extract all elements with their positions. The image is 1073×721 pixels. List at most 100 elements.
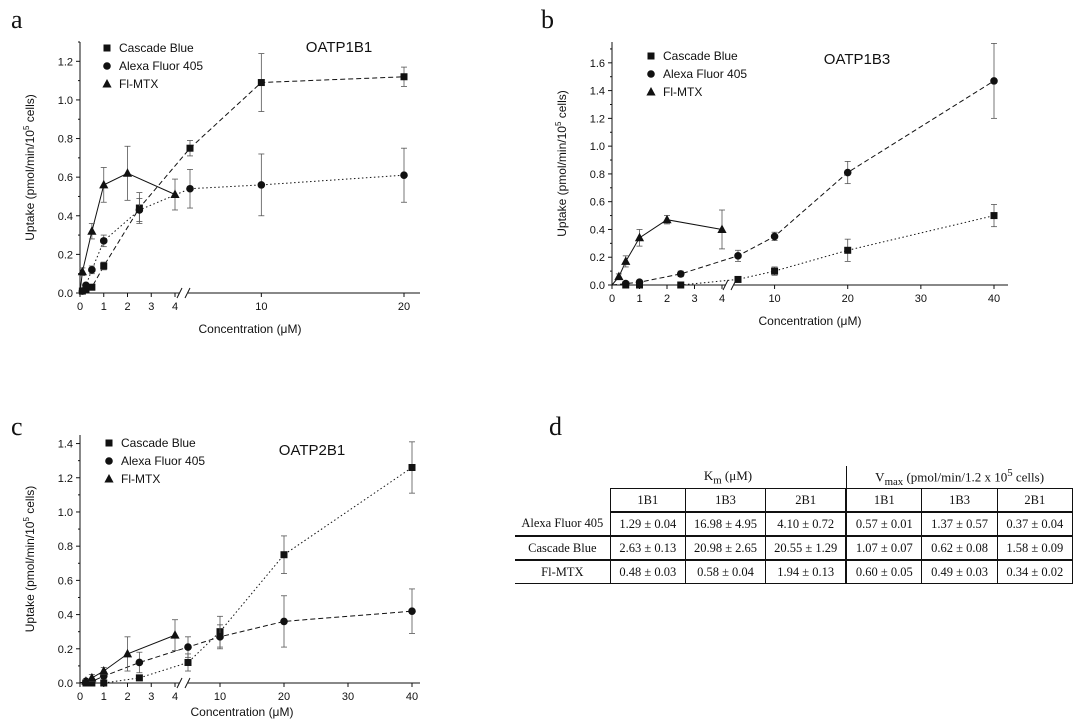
x-tick-label: 4 bbox=[172, 691, 178, 703]
table-column-header: 1B1 bbox=[845, 488, 923, 513]
y-tick-label: 1.0 bbox=[58, 95, 73, 107]
legend-label: Alexa Fluor 405 bbox=[119, 59, 203, 73]
y-axis-label: Uptake (pmol/min/105 cells) bbox=[554, 90, 569, 237]
table-cell: 20.98 ± 2.65 bbox=[684, 535, 767, 561]
y-tick-label: 1.2 bbox=[590, 113, 605, 125]
data-point bbox=[771, 267, 779, 275]
x-tick-label: 30 bbox=[342, 691, 354, 703]
x-tick-label: 20 bbox=[398, 301, 410, 313]
data-point bbox=[734, 252, 742, 260]
x-tick-label: 3 bbox=[691, 293, 697, 305]
x-tick-label: 1 bbox=[636, 293, 642, 305]
data-point bbox=[184, 643, 192, 651]
table-column-header: 1B1 bbox=[609, 488, 686, 513]
axis-break-mark bbox=[184, 287, 191, 299]
legend-label: Fl-MTX bbox=[119, 77, 158, 91]
data-point bbox=[82, 281, 90, 290]
data-point bbox=[257, 181, 266, 189]
table-cell: 4.10 ± 0.72 bbox=[765, 511, 847, 537]
legend-marker bbox=[102, 79, 112, 88]
table-row-label: Alexa Fluor 405 bbox=[515, 512, 611, 537]
data-point bbox=[186, 144, 194, 152]
legend-label: Alexa Fluor 405 bbox=[121, 454, 205, 468]
data-point bbox=[676, 270, 685, 278]
table-body: Alexa Fluor 405 1.29 ± 0.04 16.98 ± 4.95 4.… bbox=[515, 511, 1073, 584]
data-point bbox=[170, 189, 180, 199]
legend-label: Fl-MTX bbox=[663, 85, 702, 99]
axis-break-mark bbox=[176, 287, 183, 299]
legend-label: Cascade Blue bbox=[663, 49, 738, 63]
data-point bbox=[280, 617, 288, 626]
data-point bbox=[408, 607, 416, 615]
table-row: Cascade Blue 2.63 ± 0.13 20.98 ± 2.65 20.55… bbox=[515, 535, 1073, 561]
data-point bbox=[621, 256, 631, 265]
y-tick-label: 0.8 bbox=[590, 169, 605, 181]
fit-curve bbox=[79, 610, 413, 684]
data-point bbox=[635, 278, 644, 287]
legend-marker bbox=[105, 457, 113, 465]
legend-marker bbox=[647, 52, 655, 60]
x-axis-label: Concentration (μM) bbox=[191, 705, 294, 719]
table-column-header: 2B1 bbox=[996, 488, 1073, 513]
y-tick-label: 0.2 bbox=[590, 252, 605, 264]
table-cell: 0.62 ± 0.08 bbox=[921, 535, 998, 561]
data-point bbox=[88, 266, 96, 274]
panel-label-c: c bbox=[11, 412, 23, 441]
x-tick-label: 0 bbox=[77, 691, 83, 703]
fit-curve bbox=[80, 467, 413, 684]
legend-marker bbox=[647, 70, 655, 78]
y-tick-label: 1.4 bbox=[590, 86, 605, 98]
table-group-header-row: Km (μM) Vmax (pmol/min/1.2 x 105 cells) bbox=[515, 466, 1073, 489]
chart-title: OATP2B1 bbox=[279, 442, 345, 459]
chart-title: OATP1B3 bbox=[824, 51, 890, 68]
data-point bbox=[135, 674, 143, 682]
y-tick-label: 0.0 bbox=[590, 280, 605, 292]
y-tick-label: 0.6 bbox=[58, 575, 73, 587]
series-fl-mtx bbox=[79, 619, 180, 685]
x-tick-label: 1 bbox=[101, 301, 107, 313]
y-tick-label: 1.0 bbox=[58, 507, 73, 519]
panel-label-a: a bbox=[11, 5, 23, 34]
table-cell: 0.58 ± 0.04 bbox=[684, 559, 767, 584]
data-point bbox=[87, 226, 97, 235]
table-cell: 1.29 ± 0.04 bbox=[609, 511, 686, 537]
table-row: Alexa Fluor 405 1.29 ± 0.04 16.98 ± 4.95 4.… bbox=[515, 511, 1073, 537]
y-tick-label: 0.6 bbox=[590, 197, 605, 209]
data-point bbox=[170, 630, 180, 639]
data-point bbox=[844, 246, 852, 254]
fit-curve bbox=[612, 215, 995, 286]
table-column-header: 1B3 bbox=[684, 488, 767, 513]
y-tick-label: 0.6 bbox=[58, 172, 73, 184]
data-point bbox=[734, 275, 742, 283]
x-tick-label: 20 bbox=[842, 293, 854, 305]
y-axis-label: Uptake (pmol/min/105 cells) bbox=[22, 94, 37, 241]
table-row-label: Fl-MTX bbox=[515, 559, 611, 584]
panel-label-d: d bbox=[549, 412, 562, 441]
x-tick-label: 0 bbox=[609, 293, 615, 305]
x-tick-label: 2 bbox=[664, 293, 670, 305]
fit-curve bbox=[611, 80, 995, 286]
axis-break-mark bbox=[184, 677, 191, 689]
x-tick-label: 4 bbox=[172, 301, 178, 313]
series-fl-mtx bbox=[611, 209, 727, 286]
data-point bbox=[88, 283, 96, 291]
x-tick-label: 20 bbox=[278, 691, 290, 703]
x-tick-label: 30 bbox=[915, 293, 927, 305]
x-tick-label: 40 bbox=[406, 691, 418, 703]
data-point bbox=[99, 666, 109, 675]
x-axis-label: Concentration (μM) bbox=[759, 314, 862, 328]
table-cell: 0.34 ± 0.02 bbox=[996, 559, 1073, 584]
data-point bbox=[216, 633, 224, 641]
table-cell: 0.49 ± 0.03 bbox=[921, 559, 998, 584]
x-tick-label: 4 bbox=[719, 293, 725, 305]
data-point bbox=[122, 168, 133, 177]
axis-break-mark bbox=[722, 279, 729, 291]
table-cell: 0.37 ± 0.04 bbox=[996, 511, 1073, 537]
data-point bbox=[135, 206, 144, 214]
legend-marker bbox=[103, 62, 111, 70]
data-point bbox=[257, 79, 265, 87]
panel-label-b: b bbox=[541, 5, 554, 34]
series-alexa-fluor-405 bbox=[78, 147, 408, 295]
data-point bbox=[99, 237, 108, 245]
table-row: Fl-MTX 0.48 ± 0.03 0.58 ± 0.04 1.94 ± 0.13 0… bbox=[515, 559, 1073, 584]
